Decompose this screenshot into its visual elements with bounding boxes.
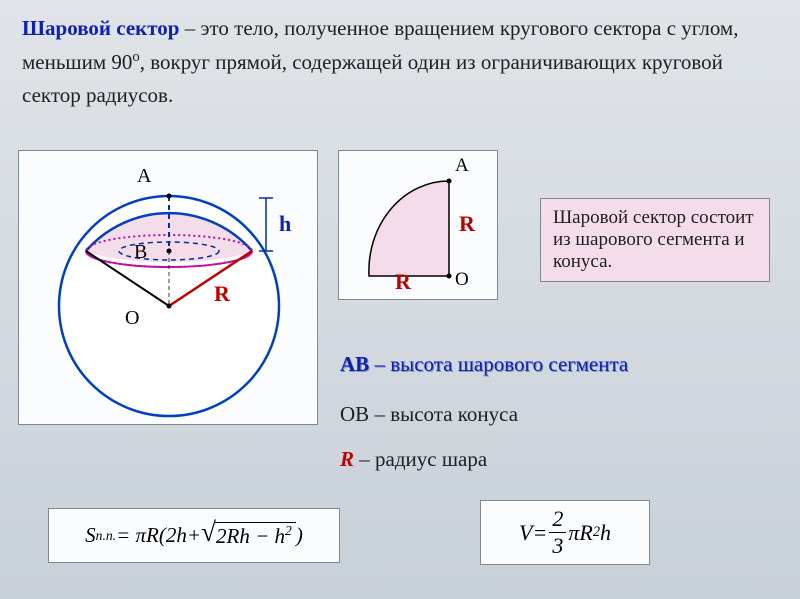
param-OB: OB xyxy=(340,402,369,426)
fPlus: + xyxy=(187,523,201,548)
volume-formula-box: V = 23πR2h xyxy=(480,500,650,565)
label-R-small-2: R xyxy=(395,269,411,295)
fEq: = π xyxy=(116,523,146,548)
rest-OB: – высота конуса xyxy=(369,402,518,426)
fS: S xyxy=(85,523,96,548)
vPi: π xyxy=(568,520,579,546)
label-h-main: h xyxy=(279,211,291,237)
label-A-small: A xyxy=(455,155,469,177)
vDen: 3 xyxy=(549,533,566,559)
param-AB: AB xyxy=(340,352,369,376)
label-R-main: R xyxy=(214,281,230,307)
label-R-small-1: R xyxy=(459,211,475,237)
vExp: 2 xyxy=(593,524,600,541)
rest-AB: – высота шарового сегмента xyxy=(369,352,628,376)
vh: h xyxy=(600,520,611,546)
line-R: R – радиус шара xyxy=(340,443,487,477)
small-diagram-svg xyxy=(339,151,499,301)
vV: V xyxy=(519,520,532,546)
line-AB: AB – высота шарового сегмента xyxy=(340,348,628,382)
composition-info-box: Шаровой сектор состоит из шарового сегме… xyxy=(540,198,770,282)
label-B-main: B xyxy=(134,241,147,264)
vR: R xyxy=(579,520,592,546)
label-O-small: O xyxy=(455,269,469,291)
fExp: 2 xyxy=(285,523,292,538)
main-diagram-svg xyxy=(19,151,319,426)
degree-symbol: o xyxy=(132,49,139,65)
surface-formula-box: Sп.п. = πR(2h + √2Rh − h2) xyxy=(48,508,340,563)
fOpen: (2 xyxy=(159,523,177,548)
fh2: h xyxy=(275,524,286,548)
rest-R: – радиус шара xyxy=(354,447,487,471)
fClose: ) xyxy=(296,523,303,548)
fh1: h xyxy=(176,523,187,548)
fMinus: − xyxy=(250,524,275,548)
definition-paragraph: Шаровой сектор – это тело, полученное вр… xyxy=(22,12,782,113)
line-OB: OB – высота конуса xyxy=(340,398,518,432)
vEq: = xyxy=(532,520,547,546)
label-O-main: O xyxy=(125,307,139,330)
vNum: 2 xyxy=(549,506,566,532)
label-A-main: A xyxy=(137,165,151,188)
fR: R xyxy=(146,523,159,548)
fSsub: п.п. xyxy=(96,528,116,544)
main-diagram-panel: A B O R h xyxy=(18,150,318,425)
small-diagram-panel: A O R R xyxy=(338,150,498,300)
fPre: 2 xyxy=(216,524,227,548)
param-R: R xyxy=(340,447,354,471)
fRh: Rh xyxy=(227,524,250,548)
term: Шаровой сектор xyxy=(22,16,179,40)
info-text: Шаровой сектор состоит из шарового сегме… xyxy=(553,207,754,272)
